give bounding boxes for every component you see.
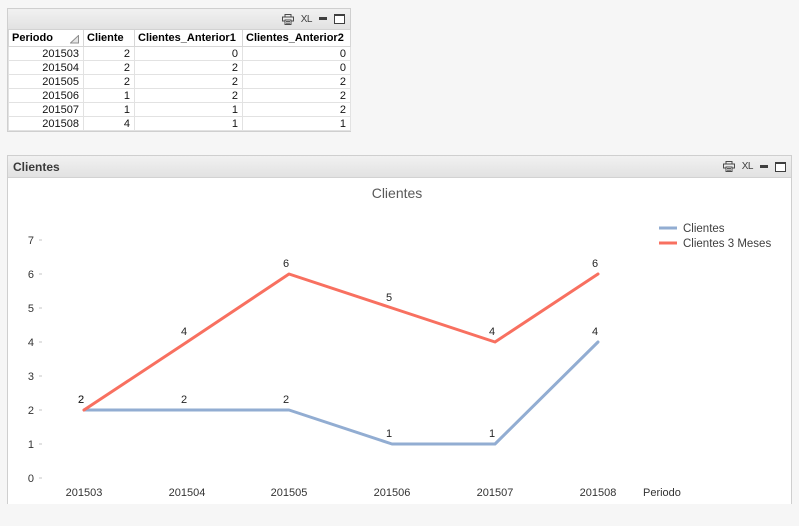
maximize-icon[interactable] [775, 161, 786, 172]
table-caption-bar[interactable]: XL [8, 9, 350, 30]
chart-caption-title: Clientes [13, 159, 60, 174]
x-axis-tick-label: 201508 [580, 487, 617, 499]
table-cell[interactable]: 2 [134, 60, 243, 75]
y-axis-tick-label: 1 [28, 439, 34, 451]
data-point-label: 5 [386, 292, 392, 304]
data-point-label: 6 [283, 258, 289, 270]
x-axis-tick-label: 201503 [66, 487, 103, 499]
table-cell[interactable]: 0 [242, 46, 351, 61]
data-point-label: 4 [592, 326, 598, 338]
table-cell[interactable]: 1 [134, 102, 243, 117]
column-header-clientes_anterior2[interactable]: Clientes_Anterior2 [242, 30, 351, 47]
chart-caption-bar[interactable]: Clientes XL [8, 156, 791, 178]
series-line-clientes-3-meses [82, 272, 600, 412]
y-axis-tick-label: 6 [28, 269, 34, 281]
data-point-label: 2 [283, 394, 289, 406]
data-point-label: 2 [181, 394, 187, 406]
table-row: 201507 1 1 2 [8, 102, 351, 117]
table-cell[interactable]: 2 [83, 60, 135, 75]
table-cell[interactable]: 2 [134, 74, 243, 89]
y-axis-tick-label: 3 [28, 371, 34, 383]
table-cell[interactable]: 2 [83, 74, 135, 89]
excel-export-icon[interactable]: XL [300, 13, 313, 25]
table-row: 201506 1 2 2 [8, 88, 351, 103]
column-header-periodo[interactable]: Periodo [8, 30, 84, 47]
table-row: 201508 4 1 1 [8, 116, 351, 131]
y-axis-tick-label: 0 [28, 473, 34, 485]
data-point-label: 2 [78, 394, 84, 406]
table-object-window: XL Periodo Cliente Clientes_Anterior1 Clien… [7, 8, 351, 132]
y-axis-tick-label: 7 [28, 235, 34, 247]
y-axis-tick-label: 4 [28, 337, 34, 349]
data-point-label: 1 [386, 428, 392, 440]
x-axis-tick-label: 201505 [271, 487, 308, 499]
series-line-clientes [82, 340, 600, 446]
data-point-label: 1 [489, 428, 495, 440]
x-axis-title: Periodo [643, 487, 681, 499]
table-cell[interactable]: 201505 [8, 74, 84, 89]
x-axis-tick-label: 201504 [169, 487, 206, 499]
column-header-cliente[interactable]: Cliente [83, 30, 135, 47]
table-caption-icons: XL [281, 13, 345, 25]
chart-caption-icons: XL [722, 161, 786, 172]
table-row: 201503 2 0 0 [8, 46, 351, 61]
y-axis-tick-label: 5 [28, 303, 34, 315]
data-table: Periodo Cliente Clientes_Anterior1 Clientes… [8, 30, 351, 131]
table-row: 201504 2 2 0 [8, 60, 351, 75]
table-header-row: Periodo Cliente Clientes_Anterior1 Clientes… [8, 30, 351, 47]
column-header-clientes_anterior1[interactable]: Clientes_Anterior1 [134, 30, 243, 47]
table-cell[interactable]: 1 [134, 116, 243, 131]
chart-canvas[interactable]: Clientes Clientes Clientes 3 Meses 0 1 2 3 4 5 6 7… [8, 178, 791, 504]
data-point-label: 4 [181, 326, 187, 338]
table-cell[interactable]: 201506 [8, 88, 84, 103]
table-cell[interactable]: 0 [134, 46, 243, 61]
table-cell[interactable]: 0 [242, 60, 351, 75]
x-axis-tick-label: 201507 [477, 487, 514, 499]
table-cell[interactable]: 1 [242, 116, 351, 131]
table-cell[interactable]: 2 [83, 46, 135, 61]
table-cell[interactable]: 2 [242, 74, 351, 89]
table-row: 201505 2 2 2 [8, 74, 351, 89]
sort-ascending-icon [70, 35, 79, 44]
data-point-label: 2 [78, 394, 84, 406]
line-chart[interactable]: Clientes Clientes Clientes 3 Meses 0 1 2 3 4 5 6 7… [8, 178, 791, 504]
data-point-label: 4 [489, 326, 495, 338]
table-cell[interactable]: 201503 [8, 46, 84, 61]
legend-label: Clientes 3 Meses [683, 238, 771, 250]
maximize-icon[interactable] [334, 14, 345, 24]
chart-object-window: Clientes XL Clientes Clientes Clientes 3 [7, 155, 792, 504]
x-axis-tick-label: 201506 [374, 487, 411, 499]
table-cell[interactable]: 1 [83, 88, 135, 103]
table-cell[interactable]: 2 [242, 102, 351, 117]
table-cell[interactable]: 2 [242, 88, 351, 103]
table-cell[interactable]: 1 [83, 102, 135, 117]
data-point-label: 6 [592, 258, 598, 270]
table-cell[interactable]: 2 [134, 88, 243, 103]
excel-export-icon[interactable]: XL [741, 161, 754, 172]
y-axis-tick-label: 2 [28, 405, 34, 417]
minimize-icon[interactable] [319, 17, 327, 21]
minimize-icon[interactable] [760, 164, 768, 169]
print-icon[interactable] [281, 13, 294, 25]
table-cell[interactable]: 201504 [8, 60, 84, 75]
table-cell[interactable]: 201508 [8, 116, 84, 131]
print-icon[interactable] [722, 161, 735, 172]
table-cell[interactable]: 201507 [8, 102, 84, 117]
chart-title: Clientes [372, 185, 423, 201]
table-cell[interactable]: 4 [83, 116, 135, 131]
legend-label: Clientes [683, 223, 725, 235]
